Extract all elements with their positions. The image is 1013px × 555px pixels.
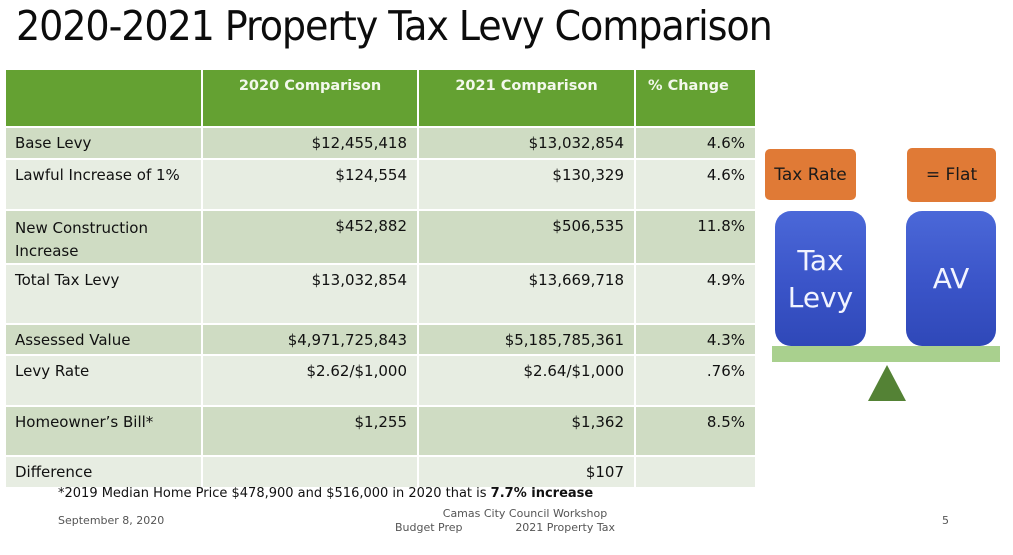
percent-change: 4.3% bbox=[636, 325, 755, 354]
header-2021-comparison: 2021 Comparison bbox=[419, 70, 634, 126]
value-2021: $5,185,785,361 bbox=[419, 325, 634, 354]
tax-levy-line1: Tax bbox=[797, 243, 844, 277]
header-percent-change: % Change bbox=[636, 70, 755, 126]
value-2021: $1,362 bbox=[419, 407, 634, 455]
header-2020-comparison: 2020 Comparison bbox=[203, 70, 417, 126]
table-row-levy-rate: Levy Rate $2.62/$1,000 $2.64/$1,000 .76% bbox=[6, 356, 755, 405]
tax-levy-label: Tax Levy bbox=[788, 242, 853, 316]
percent-change: 11.8% bbox=[636, 211, 755, 263]
table-row-assessed-value: Assessed Value $4,971,725,843 $5,185,785… bbox=[6, 325, 755, 354]
slide-title: 2020-2021 Property Tax Levy Comparison bbox=[16, 2, 773, 50]
percent-change: .76% bbox=[636, 356, 755, 405]
value-2020: $2.62/$1,000 bbox=[203, 356, 417, 405]
tax-rate-box: Tax Rate bbox=[765, 149, 856, 200]
value-2021: $2.64/$1,000 bbox=[419, 356, 634, 405]
fulcrum-triangle-icon bbox=[868, 365, 906, 401]
footer-date: September 8, 2020 bbox=[58, 514, 165, 527]
footnote-text: *2019 Median Home Price $478,900 and $51… bbox=[58, 486, 491, 501]
value-2021: $130,329 bbox=[419, 160, 634, 209]
table-row-homeowners-bill: Homeowner’s Bill* $1,255 $1,362 8.5% bbox=[6, 407, 755, 455]
row-label: Difference bbox=[6, 457, 201, 487]
tax-levy-block: Tax Levy bbox=[775, 211, 866, 346]
footer-center: Camas City Council Workshop Budget Prep … bbox=[395, 507, 615, 534]
av-block: AV bbox=[906, 211, 996, 346]
footnote-bold: 7.7% increase bbox=[490, 486, 594, 501]
row-label: Base Levy bbox=[6, 128, 201, 158]
row-label: Homeowner’s Bill* bbox=[6, 407, 201, 455]
value-2020: $4,971,725,843 bbox=[203, 325, 417, 354]
table-row-base-levy: Base Levy $12,455,418 $13,032,854 4.6% bbox=[6, 128, 755, 158]
value-2020: $1,255 bbox=[203, 407, 417, 455]
value-2021: $13,032,854 bbox=[419, 128, 634, 158]
table-row-total-tax-levy: Total Tax Levy $13,032,854 $13,669,718 4… bbox=[6, 265, 755, 323]
percent-change bbox=[636, 457, 755, 487]
percent-change: 8.5% bbox=[636, 407, 755, 455]
footer-budget-prep: Budget Prep bbox=[395, 521, 463, 534]
table-header-row: 2020 Comparison 2021 Comparison % Change bbox=[6, 70, 755, 126]
table-row-difference: Difference $107 bbox=[6, 457, 755, 487]
flat-box: = Flat bbox=[907, 148, 996, 202]
footer-workshop: Camas City Council Workshop bbox=[442, 507, 608, 520]
percent-change: 4.6% bbox=[636, 128, 755, 158]
value-2021: $506,535 bbox=[419, 211, 634, 263]
header-label-column bbox=[6, 70, 201, 126]
percent-change: 4.9% bbox=[636, 265, 755, 323]
value-2020: $13,032,854 bbox=[203, 265, 417, 323]
levy-comparison-table: 2020 Comparison 2021 Comparison % Change… bbox=[4, 68, 757, 489]
percent-change: 4.6% bbox=[636, 160, 755, 209]
row-label: Levy Rate bbox=[6, 356, 201, 405]
value-2021: $107 bbox=[419, 457, 634, 487]
row-label: Assessed Value bbox=[6, 325, 201, 354]
value-2020: $12,455,418 bbox=[203, 128, 417, 158]
table-row-lawful-increase: Lawful Increase of 1% $124,554 $130,329 … bbox=[6, 160, 755, 209]
row-label: Total Tax Levy bbox=[6, 265, 201, 323]
tax-levy-line2: Levy bbox=[787, 280, 854, 314]
table-row-new-construction: New Construction Increase $452,882 $506,… bbox=[6, 211, 755, 263]
row-label: Lawful Increase of 1% bbox=[6, 160, 201, 209]
balance-beam bbox=[772, 346, 1000, 362]
row-label: New Construction Increase bbox=[6, 211, 201, 263]
value-2020: $124,554 bbox=[203, 160, 417, 209]
footnote: *2019 Median Home Price $478,900 and $51… bbox=[58, 486, 593, 501]
footer-property-tax: 2021 Property Tax bbox=[515, 521, 615, 534]
value-2021: $13,669,718 bbox=[419, 265, 634, 323]
page-number: 5 bbox=[942, 514, 949, 527]
value-2020: $452,882 bbox=[203, 211, 417, 263]
value-2020 bbox=[203, 457, 417, 487]
